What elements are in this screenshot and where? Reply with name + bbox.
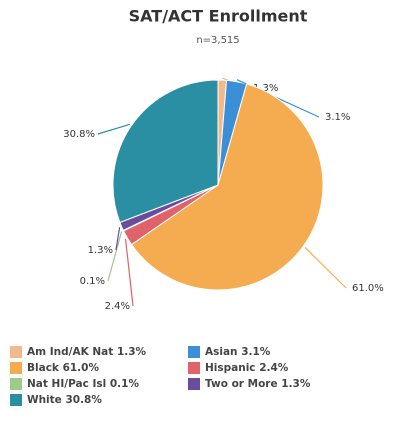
legend-name: Two or More (205, 378, 278, 390)
legend-name: Black (27, 362, 60, 374)
legend-value: 30.8% (65, 394, 102, 406)
data-label: 0.1% (80, 276, 105, 287)
data-label: 2.4% (105, 301, 130, 312)
legend-swatch (188, 362, 200, 374)
leader-line (124, 238, 134, 307)
legend-label: Asian 3.1% (205, 346, 271, 358)
legend-swatch (188, 346, 200, 358)
legend-value: 1.3% (281, 378, 311, 390)
chart-subtitle: n=3,515 (196, 35, 239, 46)
data-label: 61.0% (352, 283, 384, 294)
data-label: 1.3% (253, 83, 278, 94)
legend-name: Hispanic (205, 362, 256, 374)
legend-swatch (10, 362, 22, 374)
legend-label: Hispanic 2.4% (205, 362, 289, 374)
legend-swatch (10, 378, 22, 390)
leader-line (115, 227, 121, 251)
legend-label: Nat HI/Pac Isl 0.1% (27, 378, 139, 390)
legend-value: 3.1% (241, 346, 271, 358)
legend-value: 1.3% (117, 346, 147, 358)
legend-label: Two or More 1.3% (205, 378, 311, 390)
legend-label: Black 61.0% (27, 362, 99, 374)
chart-title: SAT/ACT Enrollment (129, 7, 308, 26)
data-label: 3.1% (325, 112, 350, 123)
legend-value: 2.4% (259, 362, 289, 374)
pie-slice (112, 79, 219, 224)
legend-name: Asian (205, 346, 238, 358)
legend-label: Am Ind/AK Nat 1.3% (27, 346, 147, 358)
leader-line (97, 123, 131, 135)
legend-swatch (10, 346, 22, 358)
legend-name: Am Ind/AK Nat (27, 346, 113, 358)
data-label: 30.8% (63, 129, 95, 140)
legend-label: White 30.8% (27, 394, 102, 406)
legend-name: White (27, 394, 62, 406)
legend-value: 0.1% (110, 378, 140, 390)
legend-swatch (188, 378, 200, 390)
legend-swatch (10, 394, 22, 406)
pie-slice (130, 83, 324, 291)
legend-value: 61.0% (63, 362, 100, 374)
leader-line (107, 231, 123, 282)
data-label: 1.3% (88, 245, 113, 256)
legend-name: Nat HI/Pac Isl (27, 378, 106, 390)
leader-line (304, 246, 347, 289)
